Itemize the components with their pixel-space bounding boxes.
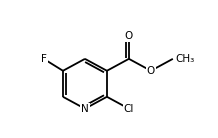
Text: O: O <box>125 31 133 41</box>
Text: N: N <box>81 104 89 114</box>
Text: Cl: Cl <box>124 104 134 114</box>
Text: F: F <box>41 54 47 64</box>
Text: CH₃: CH₃ <box>175 54 195 64</box>
Text: O: O <box>147 66 155 76</box>
